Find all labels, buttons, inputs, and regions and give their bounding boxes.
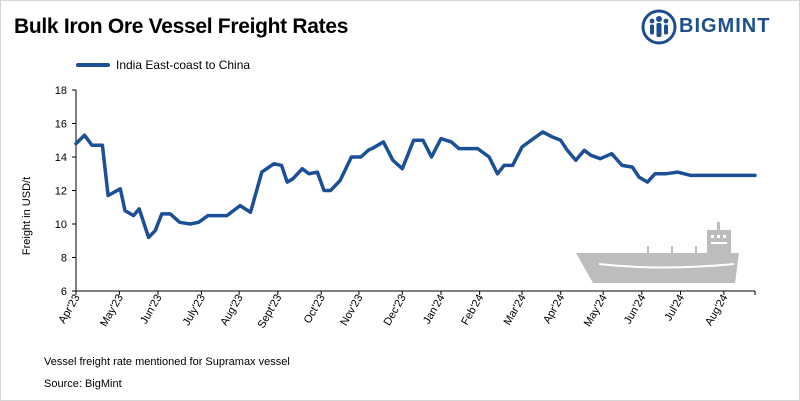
y-ticks: 6 8 10 12 14 16 18 <box>55 85 76 298</box>
x-tick-label: Sept'23 <box>256 293 285 331</box>
x-tick-label: Dec'23 <box>382 293 409 328</box>
x-tick-label: Mar'24 <box>502 293 529 328</box>
bigmint-logo: BIGMINT <box>641 9 791 45</box>
legend: India East-coast to China <box>76 57 250 73</box>
x-tick-label: July'23 <box>181 293 208 328</box>
logo-icon <box>641 9 677 45</box>
x-tick-label: May'23 <box>98 293 126 329</box>
ship-icon <box>576 222 739 283</box>
x-tick-label: Feb'24 <box>459 293 486 328</box>
logo-text: BIGMINT <box>679 15 771 37</box>
x-tick-label: Apr'24 <box>541 293 567 326</box>
series-layer <box>74 130 757 240</box>
footnote: Vessel freight rate mentioned for Supram… <box>44 356 290 368</box>
series-line <box>74 130 757 240</box>
y-tick-label: 18 <box>55 85 67 97</box>
x-tick-label: Oct'23 <box>302 293 328 326</box>
x-tick-label: Nov'23 <box>338 293 365 328</box>
x-tick-label: May'24 <box>582 293 610 329</box>
y-tick-label: 12 <box>55 186 67 198</box>
x-tick-label: Aug'23 <box>218 293 245 328</box>
y-tick-label: 8 <box>61 253 67 265</box>
x-tick-label: Jul'24 <box>663 293 688 324</box>
legend-label: India East-coast to China <box>116 58 251 72</box>
y-tick-label: 14 <box>55 152 67 164</box>
y-tick-label: 6 <box>61 286 67 298</box>
source-note: Source: BigMint <box>44 378 122 390</box>
y-tick-label: 16 <box>55 119 67 131</box>
legend-swatch <box>76 63 110 67</box>
x-tick-label: Jan'24 <box>421 293 447 327</box>
x-ticks: Apr'23 May'23 Jun'23 July'23 Aug'23 Sept'23 Oc… <box>56 291 756 331</box>
y-tick-label: 10 <box>55 219 67 231</box>
chart-title: Bulk Iron Ore Vessel Freight Rates <box>14 15 349 38</box>
x-tick-label: Jun'24 <box>622 293 648 327</box>
x-tick-label: Aug'24 <box>703 293 730 328</box>
x-tick-label: Jun'23 <box>138 293 164 327</box>
